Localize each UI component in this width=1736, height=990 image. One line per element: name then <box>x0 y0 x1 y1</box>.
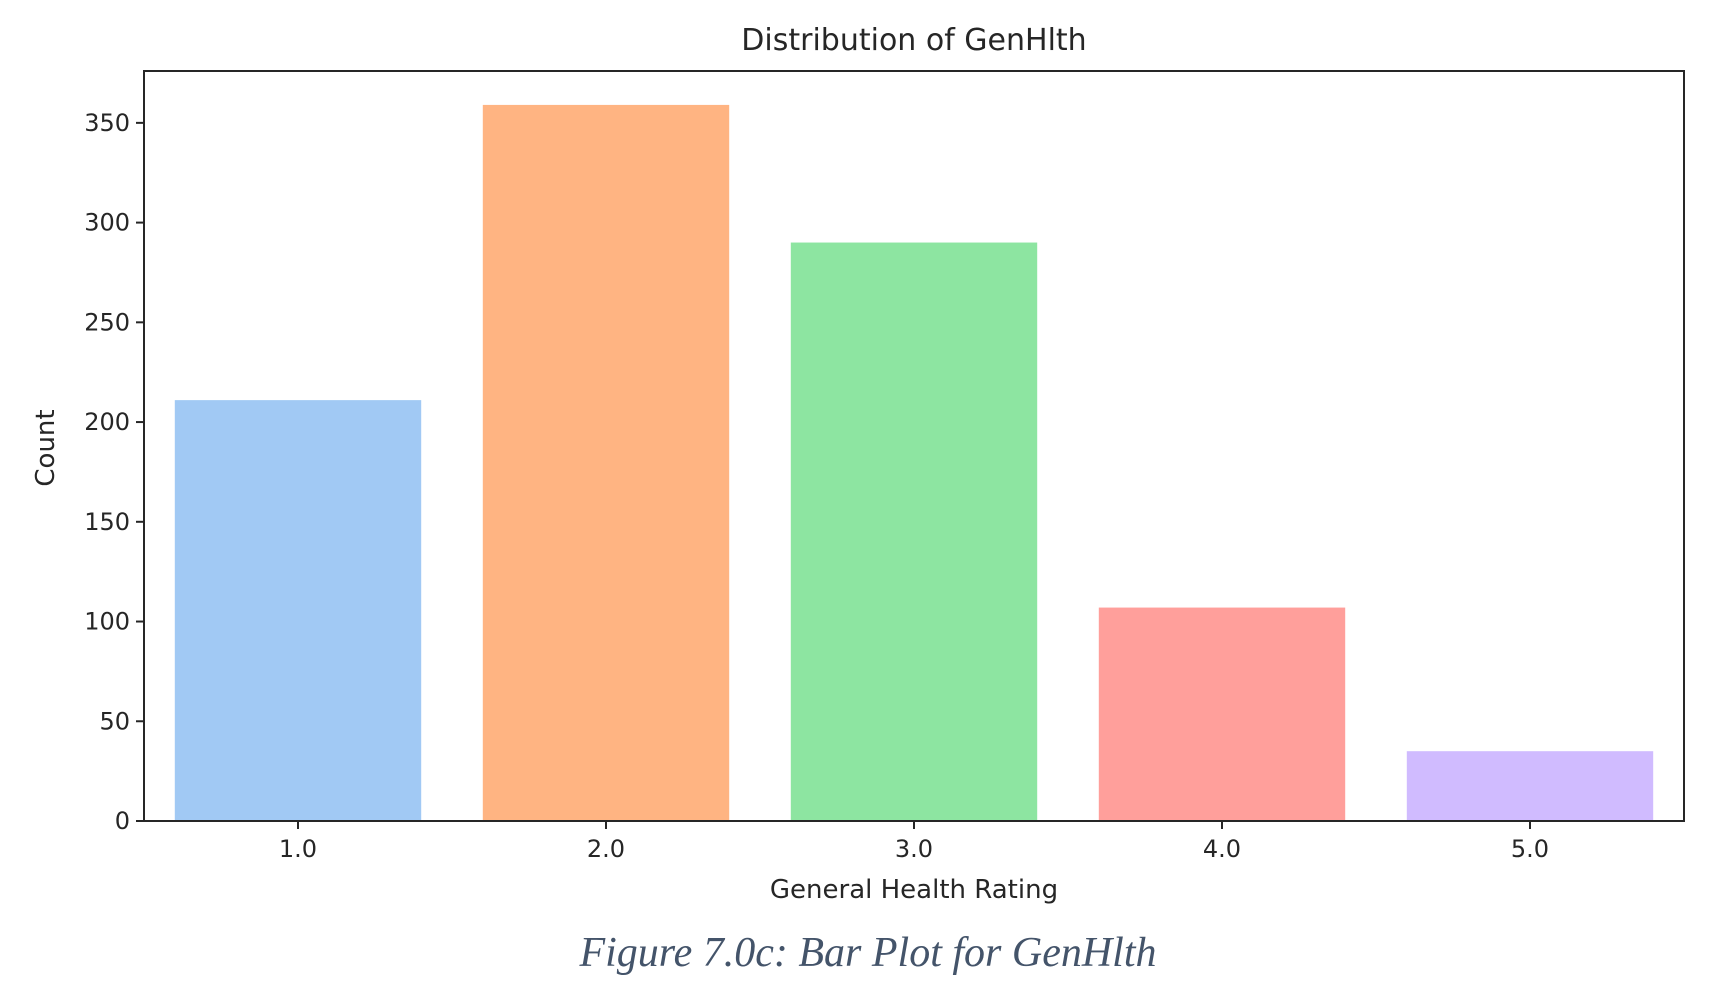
x-tick-label: 2.0 <box>587 835 625 863</box>
bars-group <box>174 104 1654 822</box>
x-tick-label: 4.0 <box>1203 835 1241 863</box>
figure-caption: Figure 7.0c: Bar Plot for GenHlth <box>579 930 1157 976</box>
bar-4.0 <box>1098 607 1346 821</box>
y-tick-label: 100 <box>84 608 130 636</box>
y-tick-label: 150 <box>84 508 130 536</box>
x-axis-ticks: 1.0 2.0 3.0 4.0 5.0 <box>279 821 1549 863</box>
chart-title: Distribution of GenHlth <box>741 23 1086 58</box>
x-tick-label: 3.0 <box>895 835 933 863</box>
y-tick-label: 200 <box>84 408 130 436</box>
bar-5.0 <box>1406 751 1654 821</box>
y-tick-label: 250 <box>84 308 130 336</box>
x-tick-label: 1.0 <box>279 835 317 863</box>
x-tick-label: 5.0 <box>1511 835 1549 863</box>
x-axis-label: General Health Rating <box>770 875 1058 905</box>
y-tick-label: 350 <box>84 109 130 137</box>
bar-2.0 <box>482 104 730 822</box>
plot-frame <box>143 70 1685 822</box>
y-tick-label: 0 <box>115 807 130 835</box>
y-tick-label: 300 <box>84 209 130 237</box>
bar-3.0 <box>790 242 1038 822</box>
y-axis-ticks: 0 50 100 150 200 250 300 350 <box>84 109 144 835</box>
bar-1.0 <box>174 400 422 821</box>
y-tick-label: 50 <box>99 707 130 735</box>
y-axis-label: Count <box>31 409 61 486</box>
